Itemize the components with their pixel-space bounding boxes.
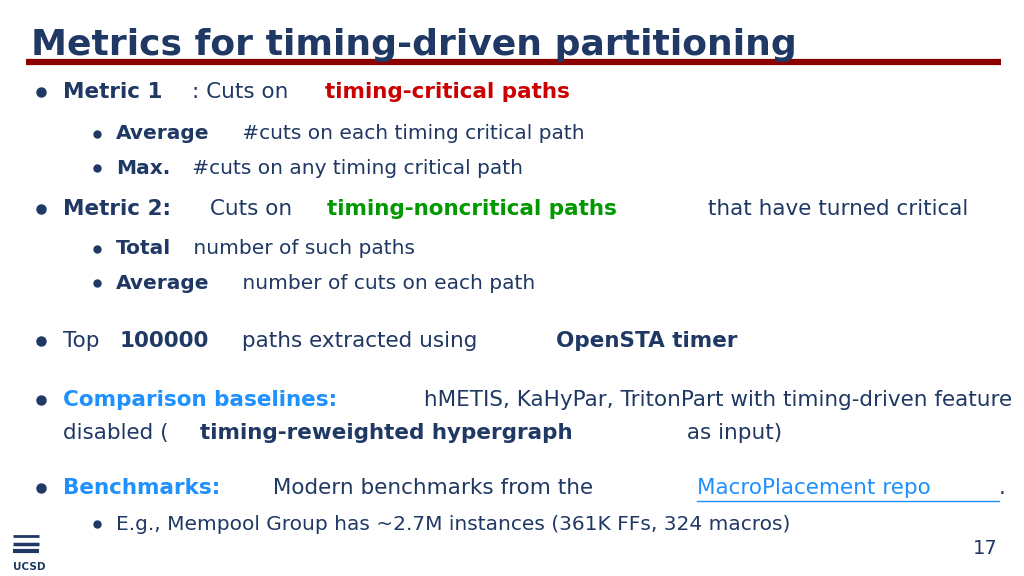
Text: Comparison baselines:: Comparison baselines: (63, 391, 338, 410)
Text: OpenSTA timer: OpenSTA timer (556, 331, 738, 351)
Text: .: . (999, 478, 1006, 498)
Text: number of such paths: number of such paths (187, 240, 415, 258)
Text: Cuts on: Cuts on (203, 199, 299, 218)
Text: : Cuts on: : Cuts on (191, 82, 295, 102)
Text: timing-critical paths: timing-critical paths (325, 82, 570, 102)
Text: Top: Top (63, 331, 106, 351)
Text: Metric 1: Metric 1 (63, 82, 163, 102)
Text: as input): as input) (680, 423, 782, 443)
Text: #cuts on each timing critical path: #cuts on each timing critical path (237, 124, 585, 143)
Text: number of cuts on each path: number of cuts on each path (237, 274, 536, 293)
Text: UCSD: UCSD (13, 562, 46, 572)
Text: disabled (: disabled ( (63, 423, 169, 443)
Text: that have turned critical: that have turned critical (700, 199, 968, 218)
Text: MacroPlacement repo: MacroPlacement repo (697, 478, 931, 498)
Text: Metric 2:: Metric 2: (63, 199, 171, 218)
Text: Modern benchmarks from the: Modern benchmarks from the (266, 478, 600, 498)
Text: Average: Average (116, 124, 209, 143)
Text: timing-reweighted hypergraph: timing-reweighted hypergraph (200, 423, 572, 443)
Text: #cuts on any timing critical path: #cuts on any timing critical path (185, 159, 522, 177)
Text: hMETIS, KaHyPar, TritonPart with timing-driven feature: hMETIS, KaHyPar, TritonPart with timing-… (417, 391, 1013, 410)
Text: Metrics for timing-driven partitioning: Metrics for timing-driven partitioning (31, 28, 797, 62)
Text: Total: Total (116, 240, 171, 258)
Text: Benchmarks:: Benchmarks: (63, 478, 221, 498)
Text: Average: Average (116, 274, 209, 293)
Text: paths extracted using: paths extracted using (234, 331, 484, 351)
Text: timing-noncritical paths: timing-noncritical paths (327, 199, 616, 218)
Text: E.g., Mempool Group has ~2.7M instances (361K FFs, 324 macros): E.g., Mempool Group has ~2.7M instances … (116, 515, 791, 533)
Text: 100000: 100000 (120, 331, 209, 351)
Text: 17: 17 (973, 539, 997, 558)
Text: Max.: Max. (116, 159, 170, 177)
